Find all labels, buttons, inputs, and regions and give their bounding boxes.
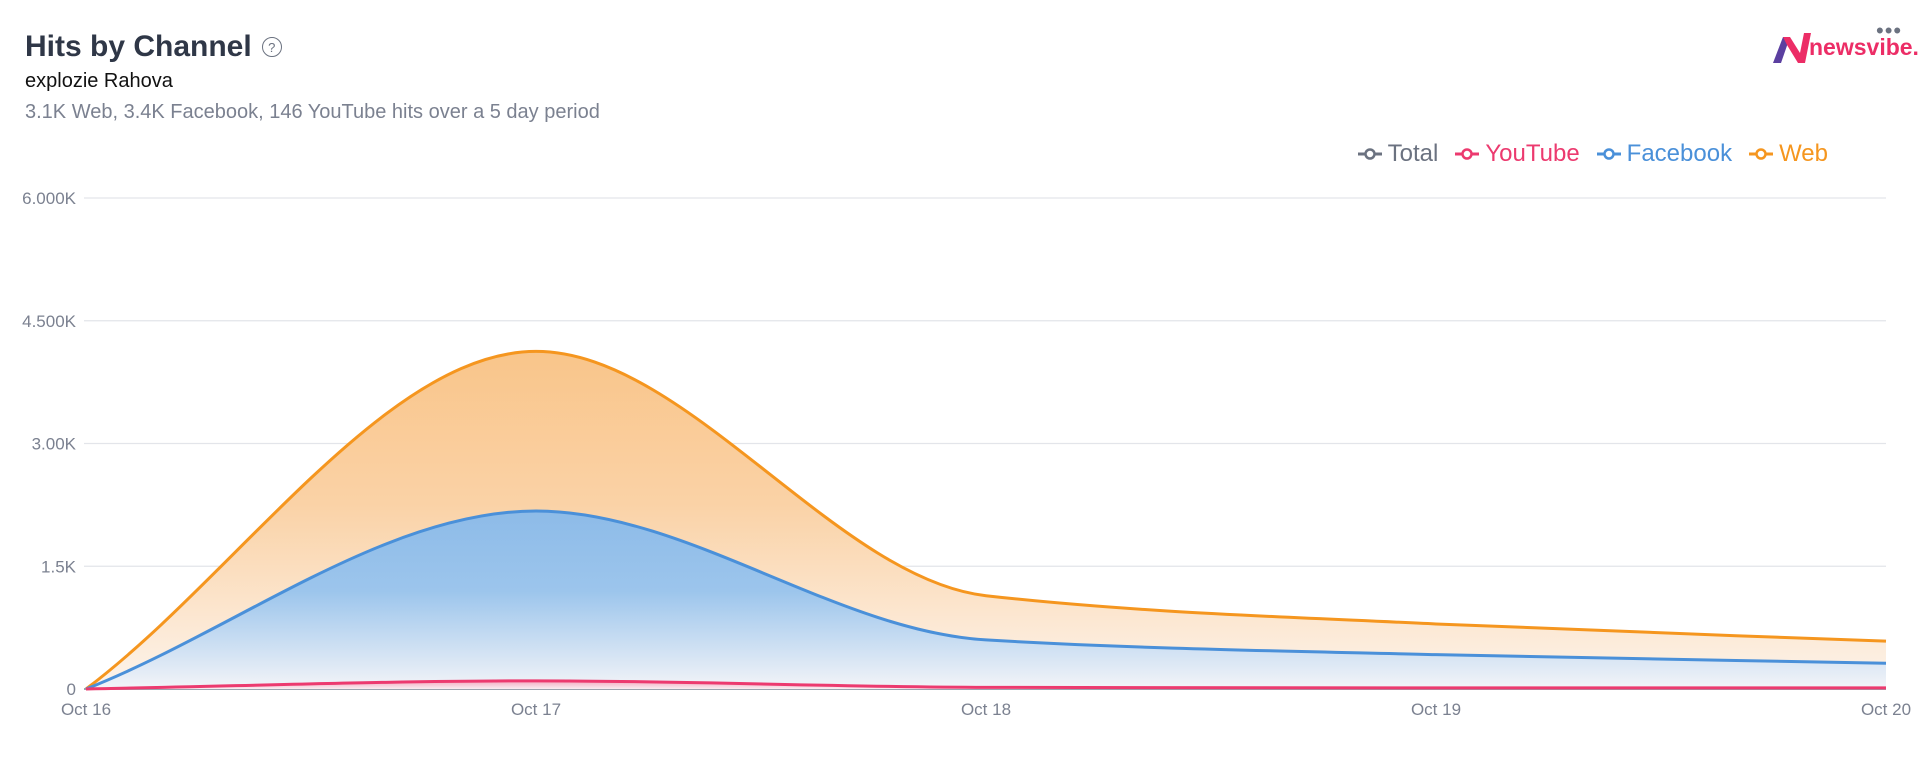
newsvibe-logo: newsvibe.ro (1773, 33, 1920, 63)
chart-summary: 3.1K Web, 3.4K Facebook, 146 YouTube hit… (25, 101, 600, 123)
legend-item-web[interactable]: Web (1748, 140, 1828, 168)
chart-legend: Total YouTube Facebook Web (1357, 140, 1828, 168)
x-tick-label: Oct 19 (1411, 700, 1461, 719)
youtube-line (85, 679, 1886, 691)
web-line (85, 349, 1887, 691)
chart-subtitle: explozie Rahova (25, 70, 173, 92)
x-tick-label: Oct 18 (961, 700, 1011, 719)
y-tick-label: 6.000K (22, 189, 77, 208)
chart-title-text: Hits by Channel (25, 30, 252, 63)
legend-item-total[interactable]: Total (1357, 140, 1439, 168)
legend-item-youtube[interactable]: YouTube (1454, 140, 1580, 168)
facebook-area (86, 511, 1886, 689)
y-tick-label: 1.5K (41, 557, 77, 576)
facebook-line (85, 509, 1887, 691)
x-tick-label: Oct 20 (1861, 700, 1911, 719)
question-circle-icon[interactable]: ? (261, 37, 282, 57)
legend-item-facebook[interactable]: Facebook (1596, 140, 1732, 168)
x-tick-label: Oct 16 (61, 700, 111, 719)
legend-marker-icon (1596, 148, 1621, 160)
legend-marker-icon (1357, 148, 1382, 160)
legend-label: Web (1779, 140, 1828, 167)
legend-label: Facebook (1626, 140, 1733, 167)
y-tick-label: 3.00K (32, 435, 77, 454)
logo-n-icon (1773, 33, 1811, 63)
logo-text: newsvibe.ro (1809, 34, 1920, 60)
more-horizontal-icon[interactable]: ••• (1876, 18, 1903, 43)
legend-marker-icon (1455, 148, 1480, 160)
legend-label: YouTube (1485, 140, 1580, 167)
chart-title: Hits by Channel ? (25, 30, 282, 64)
legend-label: Total (1387, 140, 1439, 167)
legend-marker-icon (1749, 148, 1774, 160)
y-tick-label: 4.500K (22, 312, 77, 331)
y-tick-label: 0 (67, 680, 76, 699)
youtube-area (86, 680, 1886, 689)
x-tick-label: Oct 17 (511, 700, 561, 719)
